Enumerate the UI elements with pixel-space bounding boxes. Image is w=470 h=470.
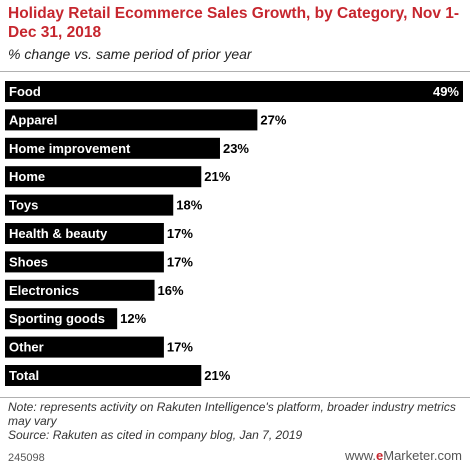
category-label: Food bbox=[9, 84, 41, 99]
value-label: 18% bbox=[176, 198, 202, 213]
chart-source: Source: Rakuten as cited in company blog… bbox=[8, 428, 303, 442]
bar-total bbox=[5, 365, 202, 386]
category-label: Health & beauty bbox=[9, 226, 108, 241]
value-label: 49% bbox=[433, 84, 459, 99]
bar-food bbox=[5, 81, 463, 102]
value-label: 12% bbox=[120, 311, 146, 326]
value-label: 21% bbox=[204, 368, 230, 383]
bar-home-improvement bbox=[5, 137, 220, 159]
bar-health-beauty bbox=[5, 223, 164, 244]
chart-title: Holiday Retail Ecommerce Sales Growth, b… bbox=[8, 5, 460, 41]
value-label: 21% bbox=[204, 169, 230, 184]
category-label: Sporting goods bbox=[9, 311, 105, 326]
value-label: 23% bbox=[223, 141, 249, 156]
bar-apparel bbox=[5, 109, 258, 131]
top-divider bbox=[0, 71, 470, 72]
category-label: Apparel bbox=[9, 112, 57, 127]
bottom-divider bbox=[0, 397, 470, 398]
category-label: Total bbox=[9, 368, 39, 383]
chart-notes: Note: represents activity on Rakuten Int… bbox=[8, 400, 463, 442]
value-label: 17% bbox=[167, 340, 193, 355]
category-label: Toys bbox=[9, 198, 38, 213]
brand-prefix: www. bbox=[344, 448, 377, 463]
brand-logo: www.eMarketer.com bbox=[345, 448, 462, 463]
category-label: Shoes bbox=[9, 254, 48, 269]
brand-suffix: .com bbox=[433, 448, 462, 463]
value-label: 16% bbox=[158, 283, 184, 298]
value-label: 27% bbox=[260, 112, 286, 127]
brand-name: Marketer bbox=[383, 448, 434, 463]
chart-note: Note: represents activity on Rakuten Int… bbox=[8, 400, 456, 428]
chart-subtitle: % change vs. same period of prior year bbox=[8, 46, 252, 62]
bar-sporting-goods bbox=[5, 308, 118, 330]
value-label: 17% bbox=[167, 254, 193, 269]
chart-id: 245098 bbox=[8, 452, 45, 464]
value-label: 17% bbox=[167, 226, 193, 241]
category-label: Electronics bbox=[9, 283, 79, 298]
bar-home bbox=[5, 166, 202, 188]
category-label: Home bbox=[9, 169, 45, 184]
category-label: Other bbox=[9, 340, 44, 355]
bar-toys bbox=[5, 194, 174, 216]
brand-e: e bbox=[376, 448, 384, 463]
bar-other bbox=[5, 336, 164, 358]
bar-electronics bbox=[5, 279, 155, 301]
bar-shoes bbox=[5, 251, 164, 273]
category-label: Home improvement bbox=[9, 141, 131, 156]
